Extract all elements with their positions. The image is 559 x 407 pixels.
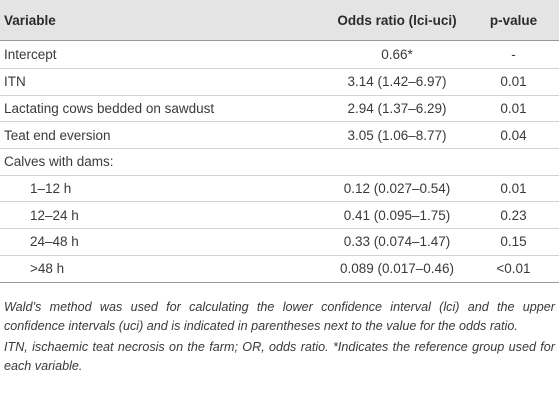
table-row: Calves with dams:: [0, 148, 559, 176]
cell-odds-ratio: 3.05 (1.06–8.77): [258, 121, 468, 150]
cell-odds-ratio: [258, 148, 468, 176]
table-row: >48 h 0.089 (0.017–0.46) <0.01: [0, 255, 559, 283]
footnote-wald-method: Wald’s method was used for calculating t…: [4, 300, 555, 334]
cell-variable: 1–12 h: [0, 175, 258, 203]
cell-variable: Intercept: [0, 40, 258, 69]
table-row: 1–12 h 0.12 (0.027–0.54) 0.01: [0, 175, 559, 203]
cell-p-value: 0.23: [468, 201, 559, 230]
cell-odds-ratio: 0.089 (0.017–0.46): [258, 255, 468, 283]
table-header: Variable Odds ratio (lci-uci) p-value: [0, 0, 559, 41]
cell-variable: 12–24 h: [0, 201, 258, 230]
header-row: Variable Odds ratio (lci-uci) p-value: [0, 0, 559, 41]
cell-variable: Teat end eversion: [0, 121, 258, 150]
cell-p-value: 0.01: [468, 68, 559, 96]
footnote-abbreviations: ITN, ischaemic teat necrosis on the farm…: [4, 339, 555, 373]
table-row: 12–24 h 0.41 (0.095–1.75) 0.23: [0, 201, 559, 230]
cell-variable: Lactating cows bedded on sawdust: [0, 95, 258, 123]
header-variable: Variable: [0, 0, 258, 41]
cell-p-value: 0.04: [468, 121, 559, 150]
cell-odds-ratio: 0.66*: [258, 40, 468, 69]
table-body: Intercept 0.66* - ITN 3.14 (1.42–6.97) 0…: [0, 40, 559, 283]
cell-odds-ratio: 0.41 (0.095–1.75): [258, 201, 468, 230]
table-row: 24–48 h 0.33 (0.074–1.47) 0.15: [0, 228, 559, 256]
cell-p-value: -: [468, 40, 559, 69]
odds-ratio-table: Variable Odds ratio (lci-uci) p-value In…: [0, 0, 559, 283]
cell-odds-ratio: 2.94 (1.37–6.29): [258, 95, 468, 123]
cell-variable: 24–48 h: [0, 228, 258, 256]
header-p-value: p-value: [468, 0, 559, 41]
cell-variable: >48 h: [0, 255, 258, 283]
table-row: ITN 3.14 (1.42–6.97) 0.01: [0, 68, 559, 96]
table-row: Lactating cows bedded on sawdust 2.94 (1…: [0, 95, 559, 123]
table-footnotes: Wald’s method was used for calculating t…: [4, 298, 555, 376]
cell-variable: Calves with dams:: [0, 148, 258, 176]
cell-odds-ratio: 3.14 (1.42–6.97): [258, 68, 468, 96]
table-row: Teat end eversion 3.05 (1.06–8.77) 0.04: [0, 121, 559, 150]
header-odds-ratio: Odds ratio (lci-uci): [258, 0, 468, 41]
cell-p-value: [468, 148, 559, 176]
cell-odds-ratio: 0.12 (0.027–0.54): [258, 175, 468, 203]
cell-p-value: 0.15: [468, 228, 559, 256]
cell-odds-ratio: 0.33 (0.074–1.47): [258, 228, 468, 256]
table-row: Intercept 0.66* -: [0, 40, 559, 69]
cell-variable: ITN: [0, 68, 258, 96]
cell-p-value: 0.01: [468, 95, 559, 123]
cell-p-value: <0.01: [468, 255, 559, 283]
results-table-container: Variable Odds ratio (lci-uci) p-value In…: [0, 0, 559, 283]
cell-p-value: 0.01: [468, 175, 559, 203]
